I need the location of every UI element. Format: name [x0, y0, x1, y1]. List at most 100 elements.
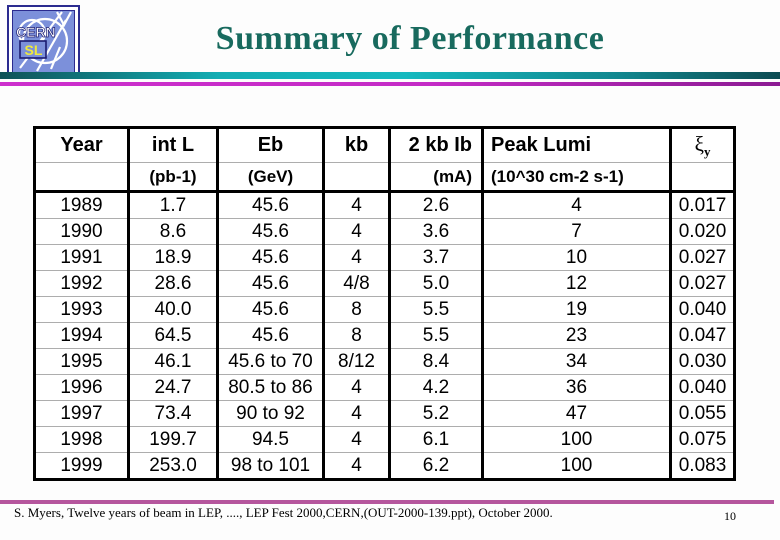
table-cell: 19 — [481, 296, 672, 323]
col-header-xi: ξy — [669, 127, 736, 163]
performance-table: Year int L Eb kb 2 kb Ib Peak Lumi ξy (p… — [33, 126, 736, 481]
col-header-year: Year — [33, 127, 130, 163]
table-cell: 1997 — [33, 400, 130, 427]
table-cell: 8/12 — [322, 348, 391, 375]
table-cell: 0.040 — [669, 374, 736, 401]
table-cell: 47 — [481, 400, 672, 427]
table-cell: 45.6 — [216, 244, 325, 271]
table-cell: 100 — [481, 426, 672, 453]
table-cell: 10 — [481, 244, 672, 271]
table-cell: 3.7 — [388, 244, 484, 271]
table-cell: 3.6 — [388, 218, 484, 245]
svg-text:SL: SL — [25, 42, 43, 58]
table-cell: 8 — [322, 296, 391, 323]
col-header-eb: Eb — [216, 127, 325, 163]
table-row: 1989 1.7 45.6 4 2.6 4 0.017 — [33, 191, 736, 219]
table-cell: 80.5 to 86 — [216, 374, 325, 401]
table-cell: 1995 — [33, 348, 130, 375]
table-row: 1994 64.5 45.6 8 5.5 23 0.047 — [33, 322, 736, 349]
table-cell: 64.5 — [127, 322, 219, 349]
table-cell: 45.6 — [216, 296, 325, 323]
table-cell: 0.047 — [669, 322, 736, 349]
unit-kb — [322, 162, 391, 193]
xi-symbol: ξ — [694, 131, 704, 156]
table-cell: 1991 — [33, 244, 130, 271]
unit-eb: (GeV) — [216, 162, 325, 193]
table-cell: 5.0 — [388, 270, 484, 297]
table-cell: 4 — [322, 374, 391, 401]
table-row: 1997 73.4 90 to 92 4 5.2 47 0.055 — [33, 400, 736, 427]
cern-logo-icon: CERN SL — [7, 5, 80, 78]
footer-citation: S. Myers, Twelve years of beam in LEP, .… — [14, 505, 553, 520]
col-header-int-l: int L — [127, 127, 219, 163]
table-cell: 1.7 — [127, 191, 219, 219]
svg-text:CERN: CERN — [16, 24, 56, 40]
header-teal-bar — [0, 72, 780, 79]
cern-sl-logo: CERN SL — [7, 5, 80, 78]
table-cell: 4 — [322, 218, 391, 245]
table-cell: 4 — [481, 191, 672, 219]
table-cell: 45.6 to 70 — [216, 348, 325, 375]
unit-year — [33, 162, 130, 193]
table-row: 1998 199.7 94.5 4 6.1 100 0.075 — [33, 426, 736, 453]
table-cell: 4 — [322, 244, 391, 271]
table-cell: 98 to 101 — [216, 452, 325, 480]
table-cell: 45.6 — [216, 322, 325, 349]
table-body: 1989 1.7 45.6 4 2.6 4 0.017 1990 8.6 45.… — [33, 191, 736, 480]
table-cell: 5.2 — [388, 400, 484, 427]
table-cell: 46.1 — [127, 348, 219, 375]
table-cell: 45.6 — [216, 270, 325, 297]
table-cell: 2.6 — [388, 191, 484, 219]
table-cell: 1993 — [33, 296, 130, 323]
table-cell: 4 — [322, 452, 391, 480]
col-header-kb: kb — [322, 127, 391, 163]
table-cell: 23 — [481, 322, 672, 349]
table-cell: 0.075 — [669, 426, 736, 453]
table-cell: 45.6 — [216, 191, 325, 219]
table-cell: 0.055 — [669, 400, 736, 427]
table-cell: 0.083 — [669, 452, 736, 480]
table-cell: 5.5 — [388, 322, 484, 349]
table-cell: 0.020 — [669, 218, 736, 245]
unit-xi — [669, 162, 736, 193]
table-header: Year int L Eb kb 2 kb Ib Peak Lumi ξy (p… — [33, 127, 736, 193]
table-cell: 1990 — [33, 218, 130, 245]
table-cell: 0.030 — [669, 348, 736, 375]
table-cell: 36 — [481, 374, 672, 401]
header-units-row: (pb-1) (GeV) (mA) (10^30 cm-2 s-1) — [33, 162, 736, 193]
table-cell: 1999 — [33, 452, 130, 480]
unit-current: (mA) — [388, 162, 484, 193]
page-title: Summary of Performance — [215, 20, 605, 57]
table-row: 1995 46.1 45.6 to 70 8/12 8.4 34 0.030 — [33, 348, 736, 375]
table-cell: 4 — [322, 426, 391, 453]
table-cell: 6.1 — [388, 426, 484, 453]
table-cell: 45.6 — [216, 218, 325, 245]
table-cell: 0.027 — [669, 244, 736, 271]
table-cell: 73.4 — [127, 400, 219, 427]
table-row: 1999 253.0 98 to 101 4 6.2 100 0.083 — [33, 452, 736, 480]
table-cell: 1994 — [33, 322, 130, 349]
table-cell: 28.6 — [127, 270, 219, 297]
footer-divider — [0, 500, 774, 504]
table-cell: 18.9 — [127, 244, 219, 271]
xi-subscript: y — [703, 143, 711, 159]
table-row: 1992 28.6 45.6 4/8 5.0 12 0.027 — [33, 270, 736, 297]
table-cell: 0.040 — [669, 296, 736, 323]
table-cell: 253.0 — [127, 452, 219, 480]
table-cell: 199.7 — [127, 426, 219, 453]
table-cell: 4.2 — [388, 374, 484, 401]
table-cell: 1996 — [33, 374, 130, 401]
table-cell: 5.5 — [388, 296, 484, 323]
table-cell: 1992 — [33, 270, 130, 297]
table-cell: 40.0 — [127, 296, 219, 323]
table-cell: 94.5 — [216, 426, 325, 453]
table-row: 1996 24.7 80.5 to 86 4 4.2 36 0.040 — [33, 374, 736, 401]
table-cell: 7 — [481, 218, 672, 245]
col-header-peak-lumi: Peak Lumi — [481, 127, 672, 163]
table-cell: 0.017 — [669, 191, 736, 219]
col-header-current: 2 kb Ib — [388, 127, 484, 163]
table-cell: 8.4 — [388, 348, 484, 375]
header-magenta-bar — [0, 82, 780, 86]
table-cell: 90 to 92 — [216, 400, 325, 427]
